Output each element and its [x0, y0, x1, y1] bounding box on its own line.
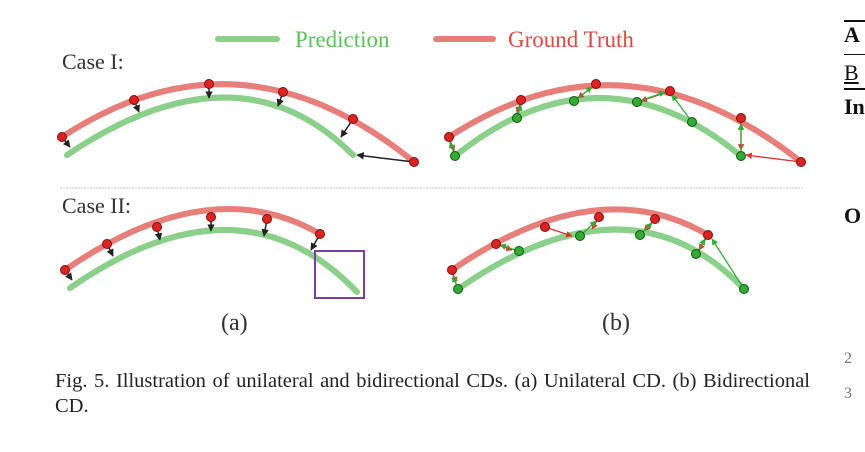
case2a-gt-point [152, 222, 162, 232]
case1a-gt-point [409, 157, 419, 167]
case2b-prediction-curve [455, 226, 747, 292]
case2a-gt-point [206, 212, 216, 222]
case2a-prediction-curve [67, 227, 360, 295]
case2b-pred-point [514, 246, 524, 256]
adjacent-line: 2 [844, 350, 852, 367]
legend-prediction-label: Prediction [295, 27, 390, 52]
legend: Prediction Ground Truth [215, 27, 634, 52]
adjacent-line: In [844, 94, 865, 119]
case1a-gt-point [348, 114, 358, 124]
case2a-ground-truth-curve [62, 206, 323, 273]
case1a-gt-point [278, 87, 288, 97]
case2b-pred-point [691, 249, 701, 259]
case2b-gt-point [491, 239, 501, 249]
column-top-rule [844, 20, 865, 22]
case1b-gt-point [591, 79, 601, 89]
case2b-gt-point [594, 212, 604, 222]
case2a-gt-point [262, 214, 272, 224]
case2b-pred-point [453, 284, 463, 294]
case1-unilateral [57, 79, 419, 167]
case1a-gt-point [57, 132, 67, 142]
case2a-gt-point [315, 229, 325, 239]
case2a-gt-point [102, 239, 112, 249]
case1b-prediction-curve [452, 95, 744, 159]
case1b-pred-point [687, 117, 697, 127]
case1a-ground-truth-curve [59, 81, 417, 165]
case1b-pred-point [736, 151, 746, 161]
case1b-gt-point [665, 86, 675, 96]
adjacent-line: 3 [844, 385, 852, 402]
case2b-pred-point [575, 231, 585, 241]
case2-bidirectional [447, 206, 749, 294]
case1b-gt-point [516, 95, 526, 105]
case2b-green-arrow [711, 238, 745, 290]
case1b-ground-truth-curve [446, 82, 804, 165]
case1a-prediction-curve [64, 94, 356, 158]
case1b-pred-point [632, 97, 642, 107]
adjacent-line: O [844, 203, 862, 228]
case1a-arrow [356, 152, 415, 163]
case2-unilateral [60, 206, 365, 299]
case1b-green-arrow [671, 94, 693, 123]
highlight-box [314, 250, 365, 299]
figure-caption: Fig. 5. Illustration of unilateral and b… [55, 370, 810, 417]
case2b-pred-point [635, 230, 645, 240]
case1a-gt-point [129, 95, 139, 105]
column-lower-rule [844, 88, 865, 90]
case2b-gt-point [447, 265, 457, 275]
case1b-gt-point [444, 132, 454, 142]
panel-a-label: (a) [221, 310, 248, 336]
case2b-gt-point [703, 230, 713, 240]
case2b-pred-point [739, 284, 749, 294]
case2b-gt-point [650, 214, 660, 224]
case1b-pred-point [450, 151, 460, 161]
case1b-gt-point [796, 157, 806, 167]
case1b-gt-point [736, 113, 746, 123]
case1a-gt-point [204, 79, 214, 89]
case2a-gt-point [60, 265, 70, 275]
case1b-red-arrow [745, 152, 802, 163]
case1-label: Case I: [62, 49, 124, 74]
case1-bidirectional [444, 79, 806, 167]
adjacent-column-cutoff: A B In O 2 3 [844, 0, 865, 452]
column-mid-rule [844, 54, 865, 55]
case1b-pred-point [512, 113, 522, 123]
case2b-gt-point [540, 222, 550, 232]
case2-label: Case II: [62, 193, 131, 218]
panel-b-label: (b) [602, 310, 630, 336]
case1b-pred-point [569, 96, 579, 106]
legend-ground-truth-label: Ground Truth [508, 27, 634, 52]
adjacent-line: B [844, 60, 859, 85]
case2b-ground-truth-curve [449, 206, 711, 273]
adjacent-line: A [844, 22, 860, 47]
